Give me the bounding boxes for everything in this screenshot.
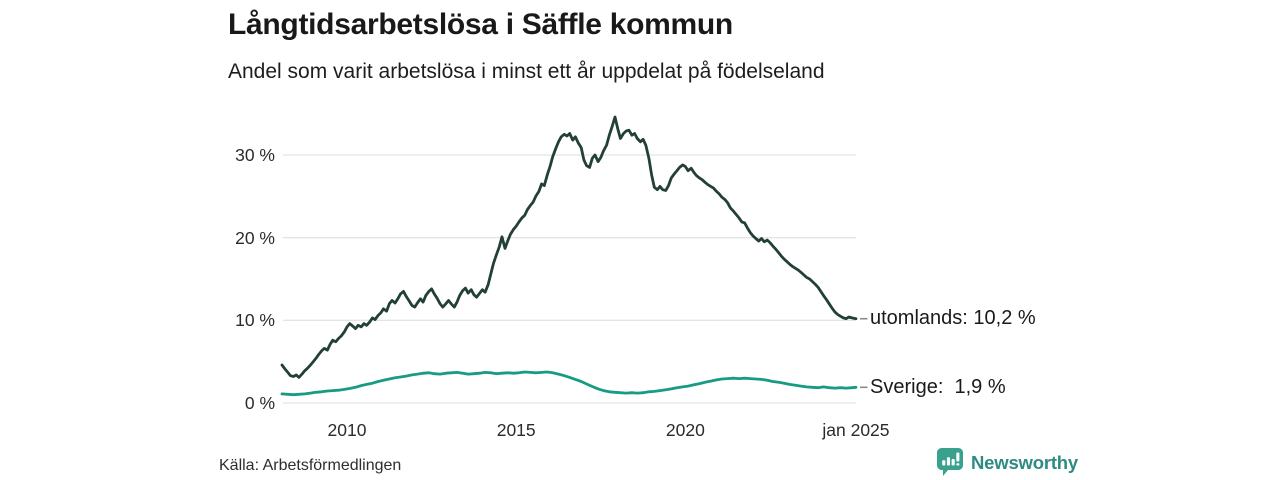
x-axis-tick-label: 2015 — [496, 420, 536, 440]
x-axis-tick-label: jan 2025 — [822, 420, 890, 440]
series-label-sverige: Sverige: 1,9 % — [870, 376, 1006, 398]
y-axis-tick-label: 20 % — [235, 227, 275, 248]
x-axis-tick-label: 2010 — [327, 420, 367, 440]
y-axis-tick-label: 10 % — [235, 310, 275, 331]
y-axis-tick-label: 30 % — [235, 144, 275, 165]
newsworthy-logo: Newsworthy — [936, 447, 1078, 478]
newsworthy-wordmark: Newsworthy — [971, 451, 1078, 473]
chart-title: Långtidsarbetslösa i Säffle kommun — [228, 8, 733, 41]
series-label-utomlands: utomlands: 10,2 % — [870, 307, 1036, 329]
x-axis-tick-label: 2020 — [665, 420, 705, 440]
newsworthy-bubble-chart-icon — [937, 448, 963, 476]
chart-subtitle: Andel som varit arbetslösa i minst ett å… — [228, 60, 825, 83]
y-axis-tick-label: 0 % — [244, 393, 275, 413]
source-note: Källa: Arbetsförmedlingen — [219, 457, 402, 474]
